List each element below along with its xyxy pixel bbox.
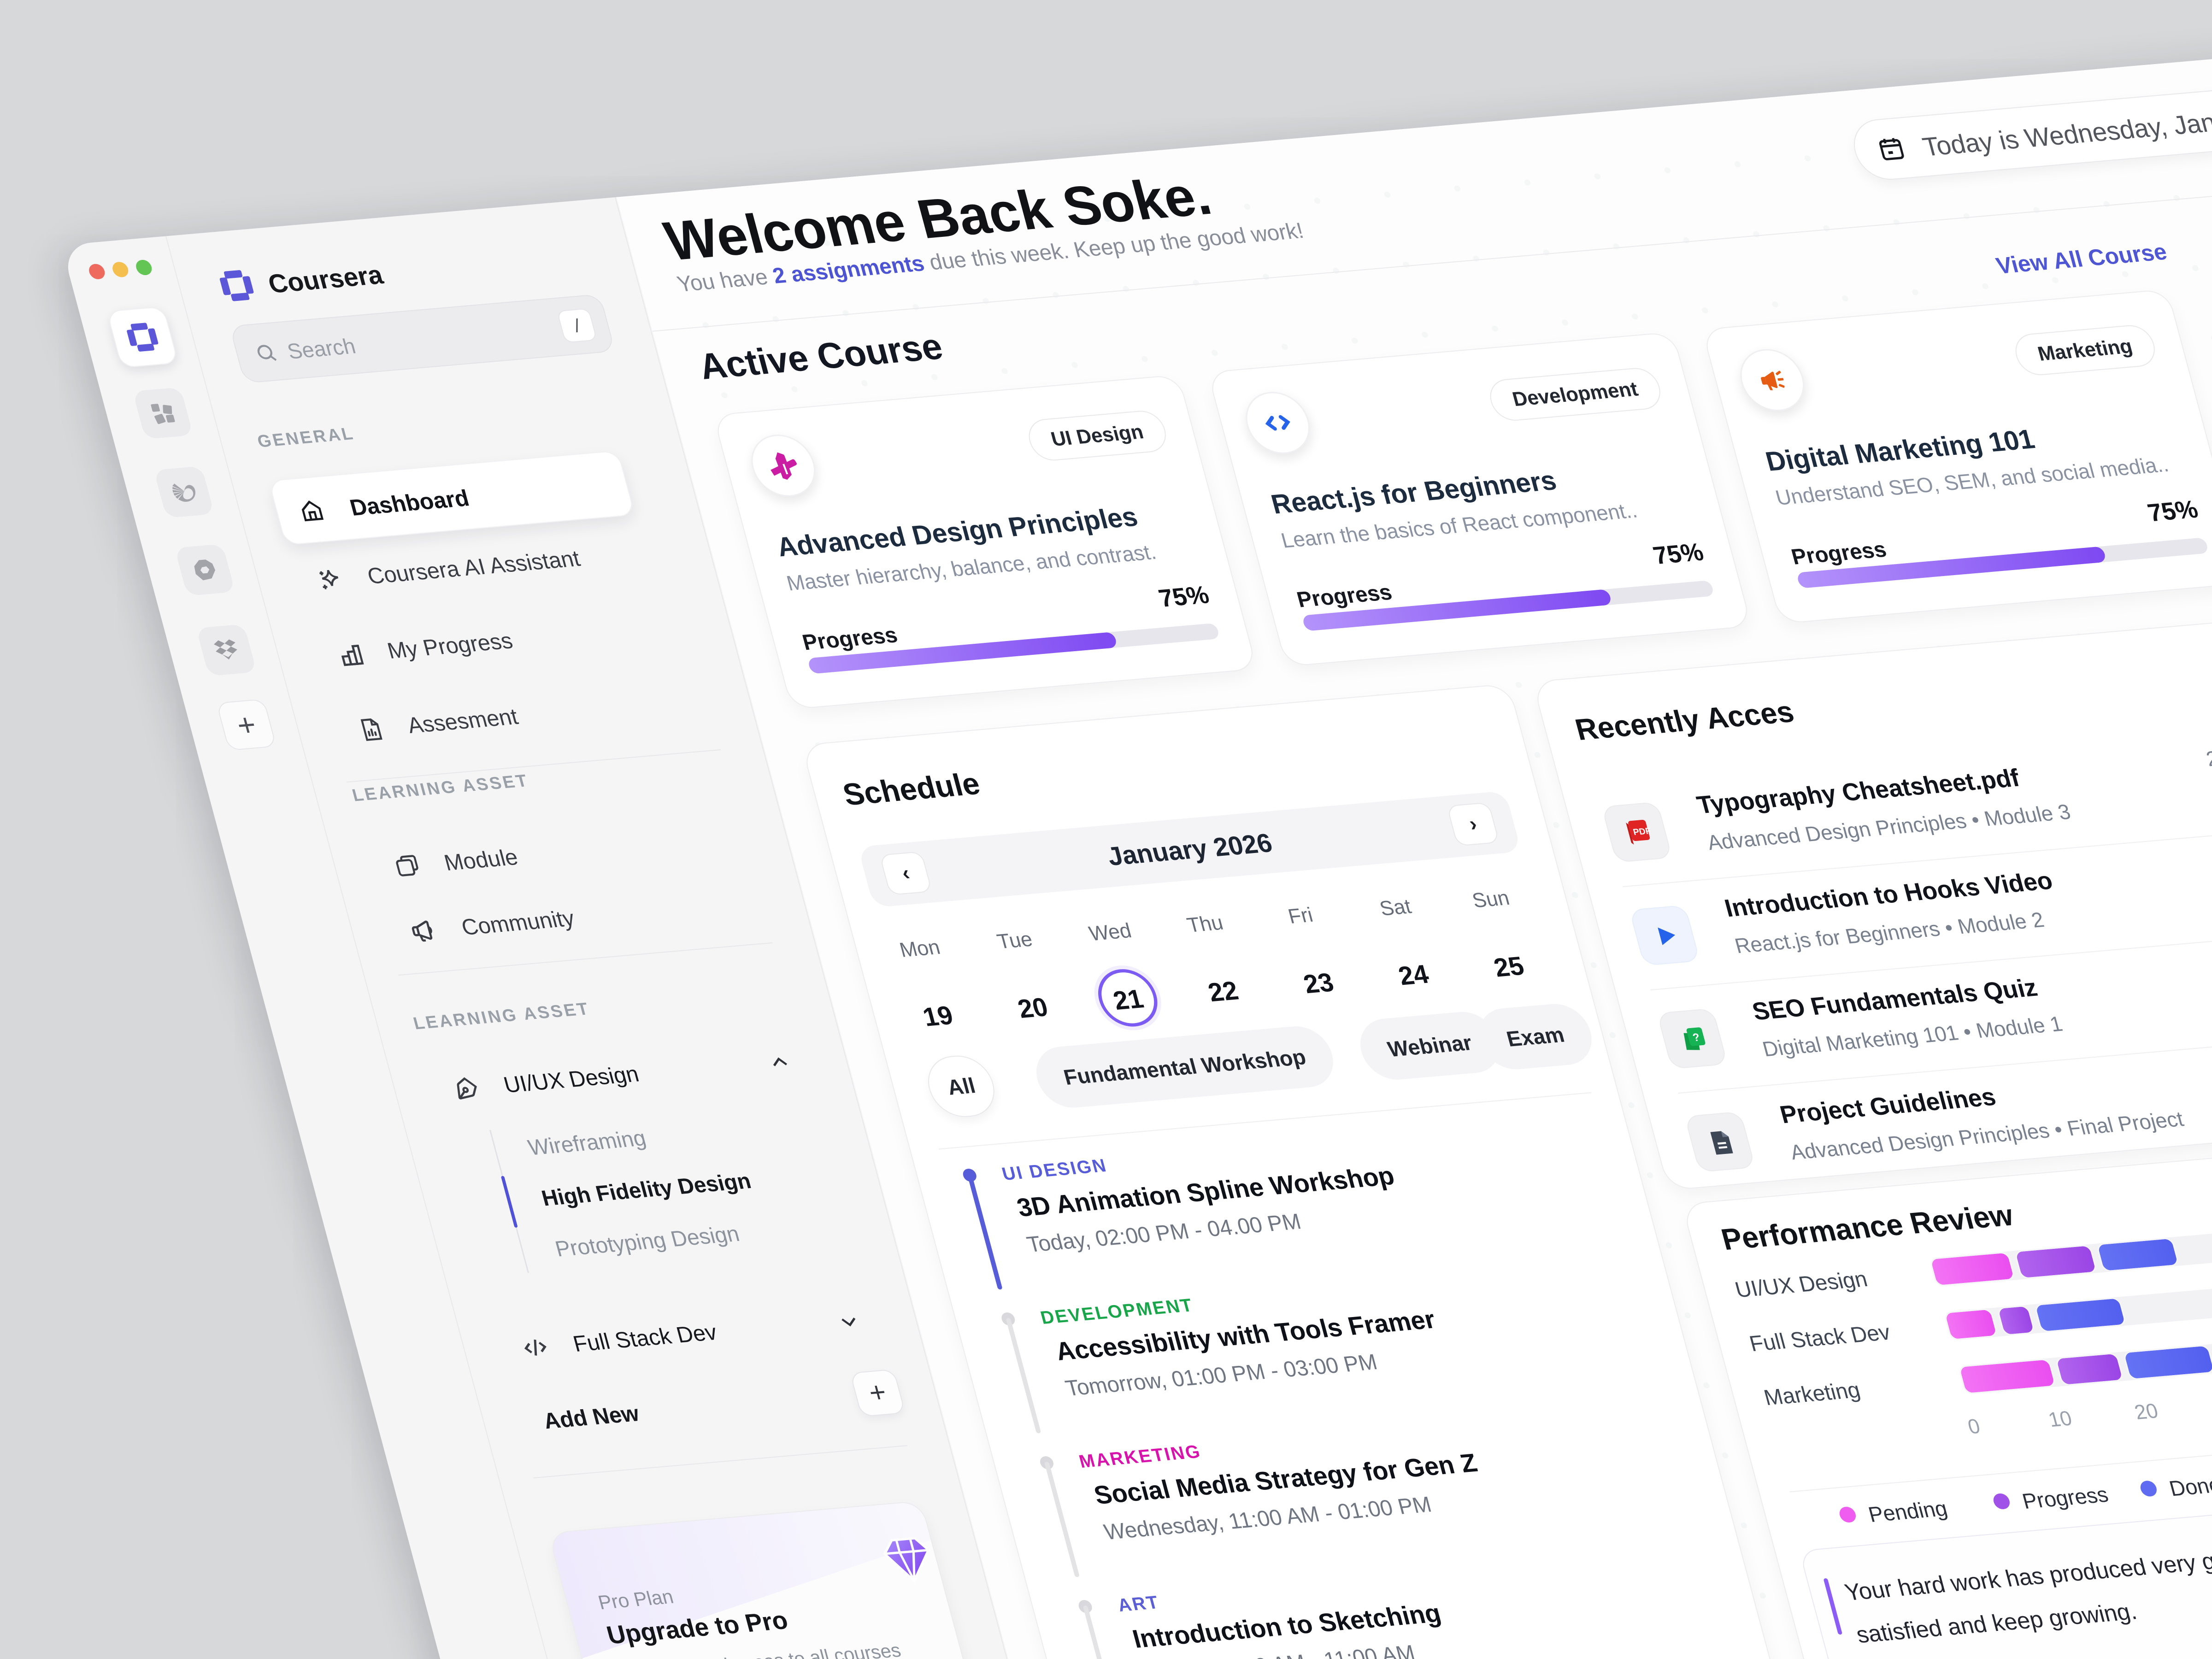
svg-text:?: ?: [1691, 1031, 1701, 1044]
svg-text:PDF: PDF: [1632, 826, 1653, 837]
